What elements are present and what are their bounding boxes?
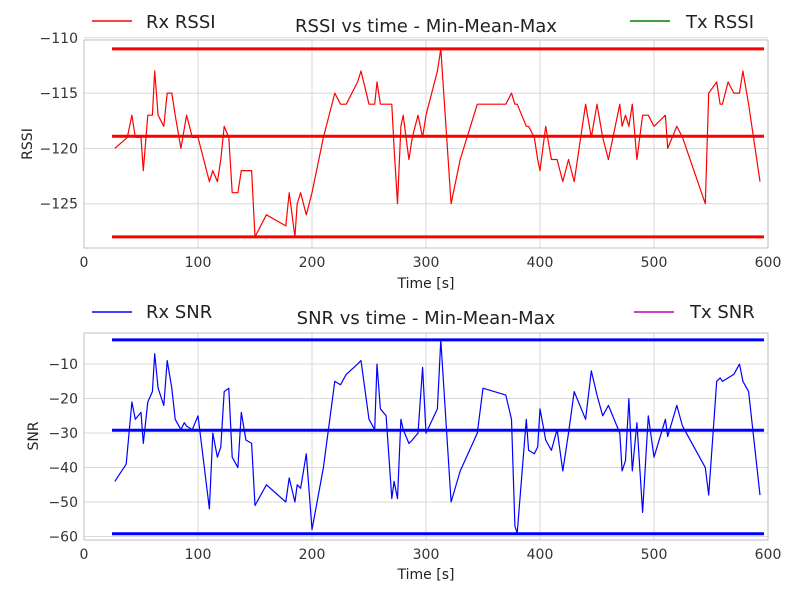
rssi-legend-rx-label: Rx RSSI	[146, 12, 216, 33]
snr-y-tick-label: −40	[48, 461, 78, 477]
rssi-series	[114, 48, 761, 238]
snr-x-axis-label: Time [s]	[397, 567, 455, 583]
rssi-chart-title: RSSI vs time - Min-Mean-Max	[295, 16, 557, 37]
rssi-x-tick-label: 0	[80, 255, 89, 271]
snr-y-axis-label: SNR	[26, 421, 42, 450]
rssi-legend-tx-label: Tx RSSI	[685, 12, 754, 33]
snr-legend-tx-label: Tx SNR	[689, 302, 755, 323]
rssi-x-tick-label: 500	[641, 255, 668, 271]
snr-x-tick-label: 100	[185, 547, 212, 563]
snr-y-tick-labels: −10 −20 −30 −40 −50 −60	[48, 357, 78, 546]
snr-x-tick-label: 300	[413, 547, 440, 563]
rssi-chart: 0 100 200 300 400 500 600 −110 −115 −120 −125 RSS…	[20, 12, 781, 292]
rssi-series-line-rx-rssi	[114, 48, 761, 238]
rssi-x-tick-label: 600	[755, 255, 782, 271]
rssi-x-tick-label: 200	[299, 255, 326, 271]
snr-y-tick-label: −50	[48, 495, 78, 511]
rssi-legend-right: Tx RSSI	[630, 12, 754, 33]
snr-series	[114, 339, 761, 534]
rssi-reference-lines	[112, 47, 764, 239]
rssi-grid	[83, 37, 769, 248]
snr-y-tick-label: −10	[48, 357, 78, 373]
snr-x-tick-label: 400	[527, 547, 554, 563]
rssi-x-axis-label: Time [s]	[397, 276, 455, 292]
snr-series-line-rx-snr	[114, 339, 761, 534]
rssi-y-tick-label: −110	[40, 31, 78, 47]
rssi-y-tick-label: −115	[40, 86, 78, 102]
snr-chart-title: SNR vs time - Min-Mean-Max	[297, 308, 556, 329]
snr-legend-rx-label: Rx SNR	[146, 302, 212, 323]
snr-legend-right: Tx SNR	[634, 302, 755, 323]
snr-x-tick-label: 600	[755, 547, 782, 563]
rssi-y-axis-label: RSSI	[20, 128, 36, 160]
rssi-y-tick-labels: −110 −115 −120 −125	[40, 31, 78, 213]
rssi-x-tick-label: 400	[527, 255, 554, 271]
rssi-legend-left: Rx RSSI	[92, 12, 216, 33]
snr-y-tick-label: −60	[48, 530, 78, 546]
rssi-plot-frame	[83, 39, 769, 249]
snr-chart: 0 100 200 300 400 500 600 −10 −20 −30 −40 −50 −60 S…	[26, 302, 781, 583]
rssi-y-tick-label: −120	[40, 141, 78, 157]
snr-x-tick-label: 200	[299, 547, 326, 563]
rssi-x-tick-label: 100	[185, 255, 212, 271]
rssi-x-tick-labels: 0 100 200 300 400 500 600	[80, 255, 782, 271]
snr-x-tick-label: 500	[641, 547, 668, 563]
snr-reference-lines	[112, 338, 764, 536]
snr-y-tick-label: −20	[48, 392, 78, 408]
snr-y-tick-label: −30	[48, 426, 78, 442]
snr-legend-left: Rx SNR	[92, 302, 212, 323]
rssi-y-tick-label: −125	[40, 197, 78, 213]
snr-plot-frame	[83, 332, 769, 541]
snr-x-tick-labels: 0 100 200 300 400 500 600	[80, 547, 782, 563]
snr-x-tick-label: 0	[80, 547, 89, 563]
rssi-x-tick-label: 300	[413, 255, 440, 271]
